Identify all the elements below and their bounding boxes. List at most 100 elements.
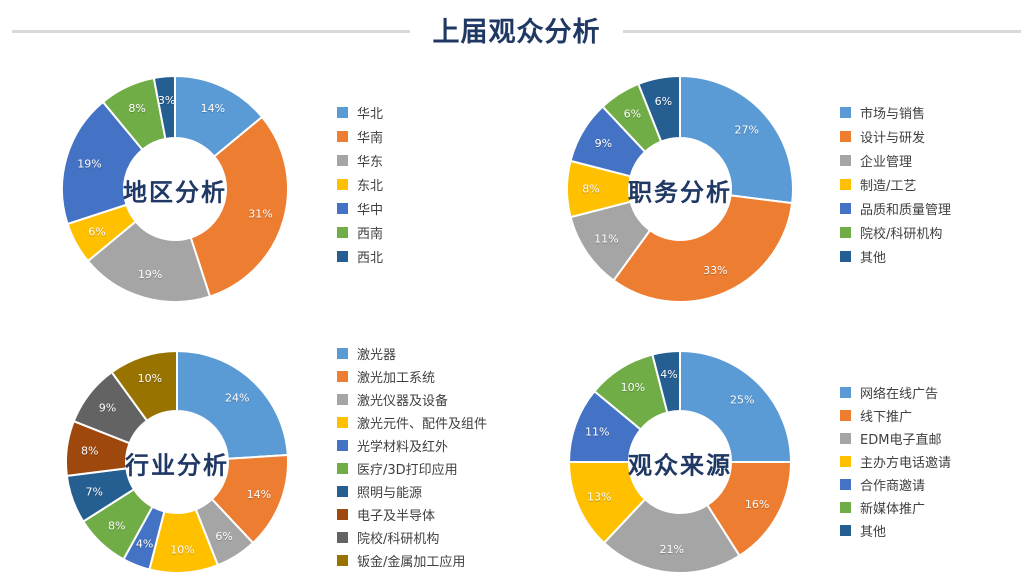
legend-label: 企业管理: [860, 154, 913, 170]
chart-center-title: 观众来源: [628, 451, 732, 480]
legend-swatch: [840, 202, 851, 214]
slice-percent-label: 8%: [81, 444, 98, 457]
slice-percent-label: 16%: [745, 498, 769, 511]
legend-label: EDM电子直邮: [860, 433, 942, 448]
slice-percent-label: 10%: [138, 372, 162, 385]
legend-label: 华南: [357, 130, 384, 146]
slice-percent-label: 31%: [248, 207, 272, 220]
donut-slice: [189, 115, 289, 298]
donut-slice: [110, 350, 178, 422]
legend-swatch: [337, 371, 348, 382]
legend-swatch: [840, 106, 851, 118]
legend-item: 激光加工系统: [337, 365, 487, 388]
legend-item: 企业管理: [840, 148, 951, 172]
legend-swatch: [337, 106, 348, 118]
slice-percent-label: 4%: [136, 537, 153, 550]
legend-swatch: [337, 440, 348, 451]
legend-swatch: [840, 456, 851, 467]
slice-percent-label: 19%: [138, 268, 162, 281]
legend-label: 市场与销售: [860, 106, 926, 122]
legend-item: 医疗/3D打印应用: [337, 457, 487, 480]
legend-item: 合作商邀请: [840, 473, 951, 496]
legend-label: 华东: [357, 154, 384, 170]
slice-percent-label: 3%: [158, 94, 175, 107]
legend-item: 线下推广: [840, 404, 951, 427]
legend-item: 东北: [337, 172, 383, 196]
legend-swatch: [337, 394, 348, 405]
legend-label: 网络在线广告: [860, 387, 939, 402]
slice-percent-label: 14%: [201, 102, 225, 115]
legend-label: 东北: [357, 178, 384, 194]
legend-swatch: [337, 486, 348, 497]
legend-label: 其他: [860, 250, 887, 266]
slice-percent-label: 14%: [247, 488, 271, 501]
legend-item: 西南: [337, 220, 383, 244]
donut-chart-visitor-source: 25% 16% 21% 13% 11% 10% 4%: [568, 350, 792, 574]
legend-label: 线下推广: [860, 410, 913, 425]
legend-swatch: [840, 525, 851, 536]
donut-slice: [651, 350, 681, 414]
chart-center-title: 职务分析: [628, 178, 732, 207]
legend-item: 华中: [337, 196, 383, 220]
legend-swatch: [337, 463, 348, 474]
donut-slice: [612, 194, 794, 303]
donut-slice: [637, 75, 681, 143]
chart-legend-source: 网络在线广告 线下推广 EDM电子直邮 主办方电话邀请 合作商邀请 新媒体推广 其他: [840, 381, 951, 542]
legend-swatch: [840, 226, 851, 238]
legend-swatch: [840, 387, 851, 398]
legend-swatch: [337, 417, 348, 428]
legend-item: 院校/科研机构: [840, 220, 951, 244]
donut-chart-industry-analysis: 24% 14% 6% 10% 4% 8% 7% 8% 9% 10%: [65, 350, 289, 574]
legend-swatch: [840, 479, 851, 490]
legend-item: 网络在线广告: [840, 381, 951, 404]
slice-percent-label: 33%: [703, 264, 727, 277]
donut-slice: [61, 100, 144, 225]
legend-item: 院校/科研机构: [337, 526, 487, 549]
donut-slice: [603, 498, 741, 574]
legend-swatch: [337, 178, 348, 190]
donut-chart-jobtitle-analysis: 27% 33% 11% 8% 9% 6% 6%: [566, 75, 794, 303]
legend-label: 激光仪器及设备: [357, 394, 449, 409]
slice-percent-label: 7%: [85, 485, 102, 498]
legend-label: 华北: [357, 106, 384, 122]
legend-item: 其他: [840, 519, 951, 542]
legend-label: 电子及半导体: [357, 509, 436, 524]
legend-label: 院校/科研机构: [860, 226, 943, 242]
legend-label: 其他: [860, 525, 887, 540]
legend-item: EDM电子直邮: [840, 427, 951, 450]
slice-percent-label: 21%: [659, 543, 683, 556]
legend-swatch: [840, 433, 851, 444]
legend-item: 电子及半导体: [337, 503, 487, 526]
slice-percent-label: 9%: [595, 137, 612, 150]
donut-chart-region-analysis: 14% 31% 19% 6% 19% 8% 3%: [61, 75, 289, 303]
slice-percent-label: 25%: [730, 393, 754, 406]
slice-percent-label: 19%: [77, 158, 101, 171]
slice-percent-label: 8%: [108, 520, 125, 533]
slice-percent-label: 6%: [624, 107, 641, 120]
legend-item: 市场与销售: [840, 100, 951, 124]
legend-item: 光学材料及红外: [337, 434, 487, 457]
legend-label: 品质和质量管理: [860, 202, 952, 218]
legend-label: 院校/科研机构: [357, 532, 440, 547]
legend-label: 激光器: [357, 348, 397, 363]
slice-percent-label: 6%: [88, 225, 105, 238]
title-divider-right: [623, 30, 1021, 33]
chart-legend-jobtitle: 市场与销售 设计与研发 企业管理 制造/工艺 品质和质量管理 院校/科研机构 其他: [840, 100, 951, 268]
legend-item: 其他: [840, 244, 951, 268]
legend-swatch: [337, 532, 348, 543]
legend-label: 激光加工系统: [357, 371, 436, 386]
legend-swatch: [337, 202, 348, 214]
legend-swatch: [337, 226, 348, 238]
chart-legend-region: 华北华南华东东北华中 西南西北: [337, 100, 383, 268]
donut-slice: [679, 350, 792, 463]
slice-percent-label: 9%: [99, 402, 116, 415]
donut-slice: [679, 75, 794, 205]
legend-swatch: [337, 348, 348, 359]
legend-swatch: [337, 130, 348, 142]
legend-label: 西北: [357, 250, 384, 266]
slice-percent-label: 4%: [660, 368, 677, 381]
legend-swatch: [840, 502, 851, 513]
legend-label: 制造/工艺: [860, 178, 917, 194]
legend-swatch: [337, 154, 348, 166]
